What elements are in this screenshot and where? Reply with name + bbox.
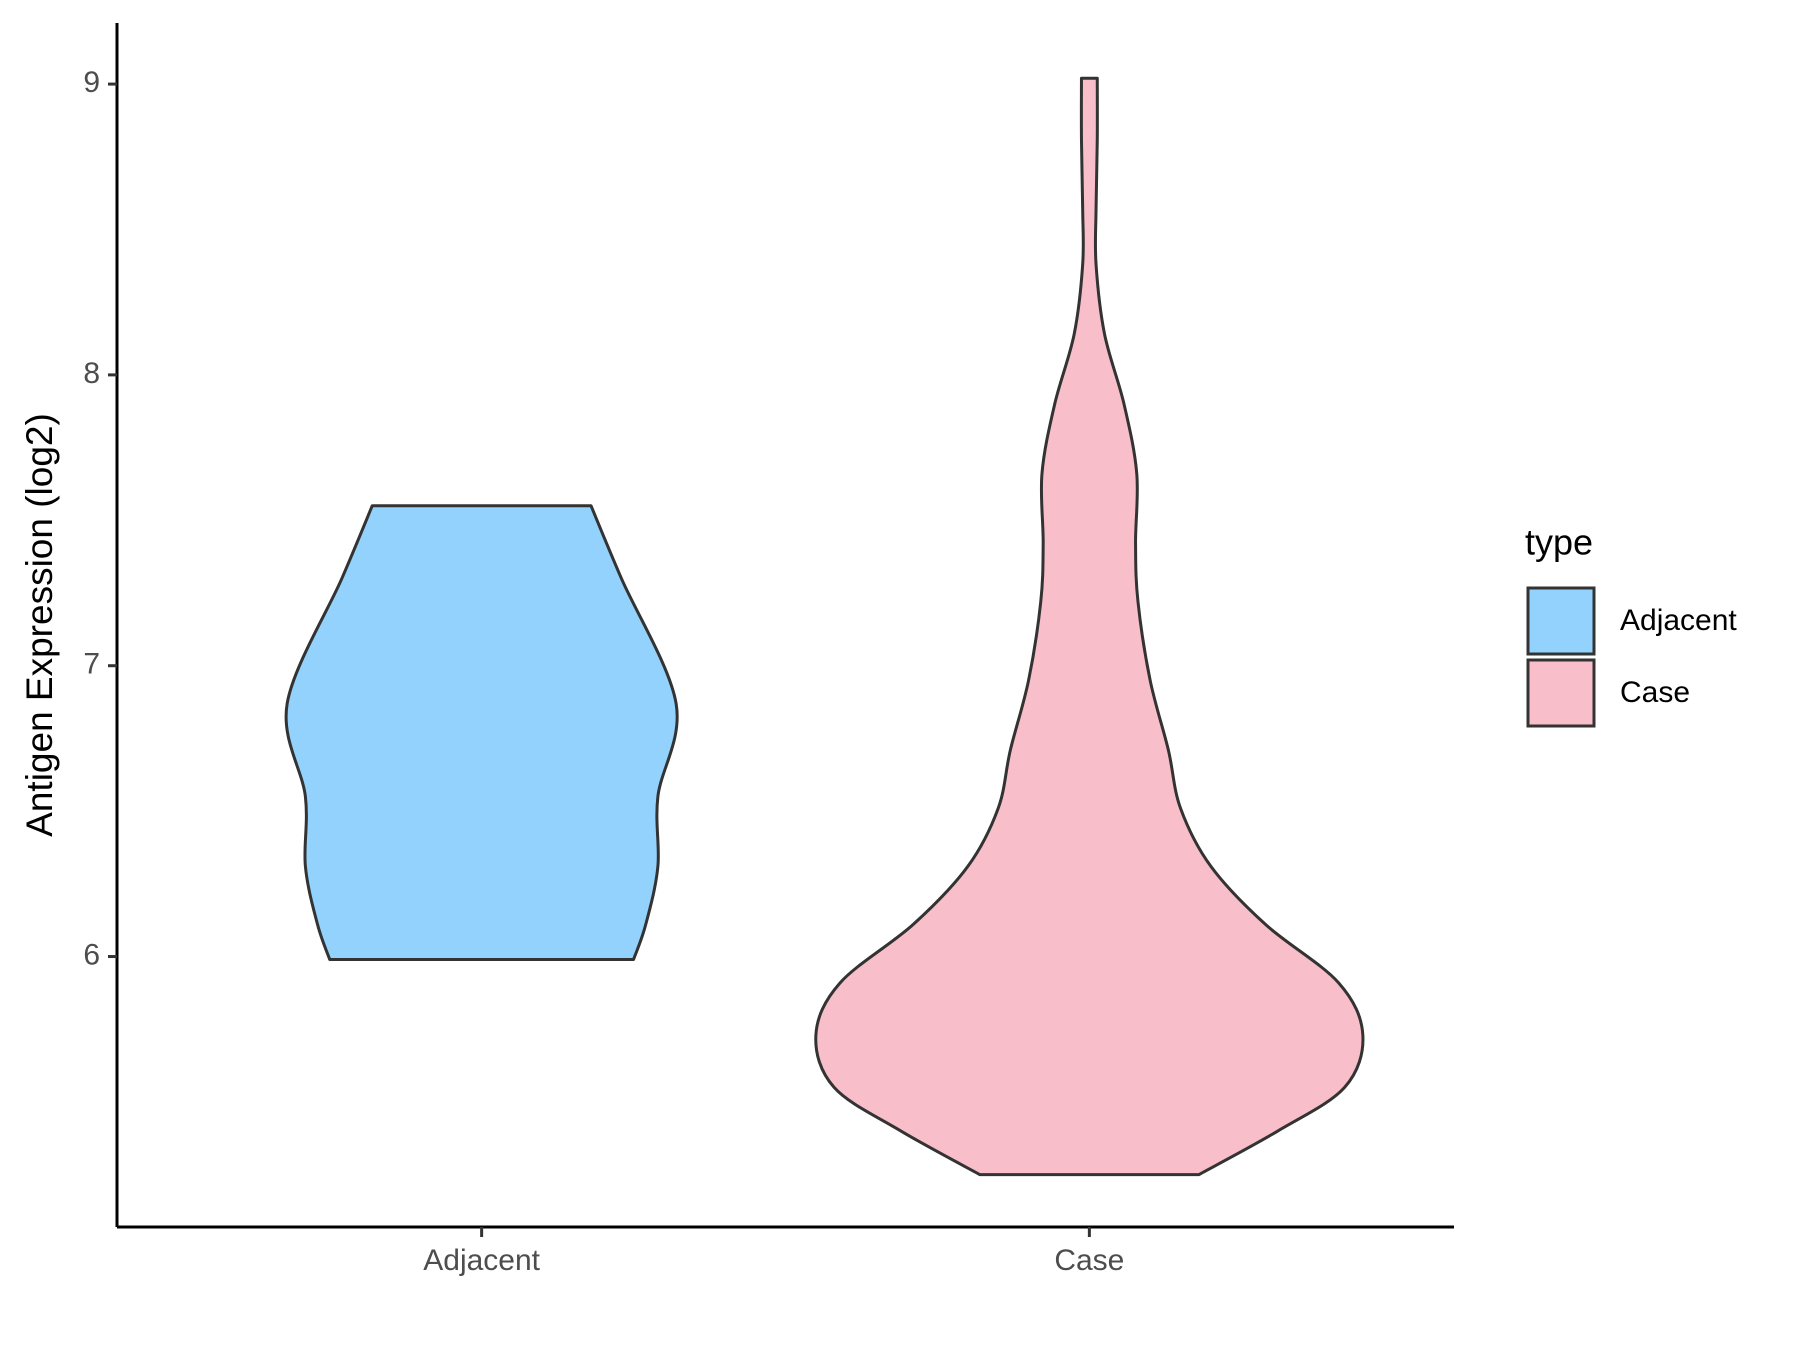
y-tick-label: 6 xyxy=(83,938,100,971)
x-tick-label: Adjacent xyxy=(423,1244,540,1277)
y-tick-label: 8 xyxy=(83,357,100,390)
y-tick-label: 7 xyxy=(83,648,100,681)
legend-label: Case xyxy=(1620,676,1690,709)
violin xyxy=(284,504,679,961)
x-tick-label: Case xyxy=(1054,1244,1124,1277)
y-tick-label: 9 xyxy=(83,66,100,99)
violin xyxy=(814,76,1365,1177)
legend-title: type xyxy=(1525,522,1593,563)
y-axis-label: Antigen Expression (log2) xyxy=(19,413,60,837)
legend-key xyxy=(1526,586,1596,656)
legend-label: Adjacent xyxy=(1620,604,1737,637)
legend-key xyxy=(1526,658,1596,728)
